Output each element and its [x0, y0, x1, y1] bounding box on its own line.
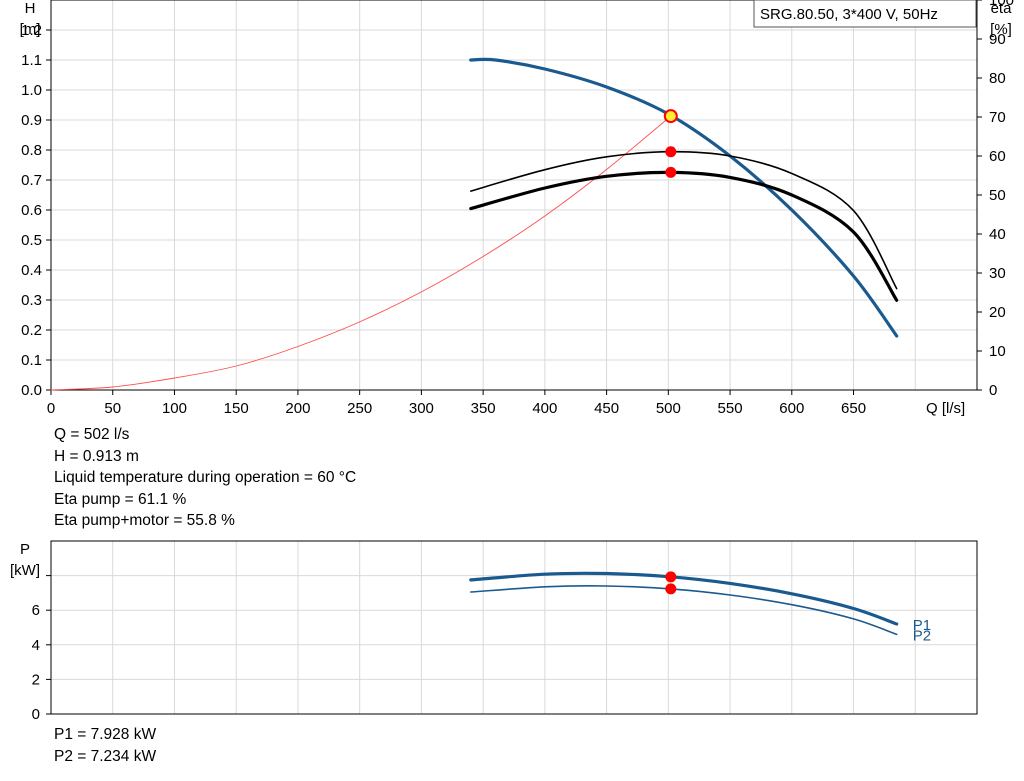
readout-p1: P1 = 7.928 kW [54, 726, 157, 743]
y-tick-label: 0.1 [21, 352, 42, 369]
x-tick-label: 550 [718, 400, 743, 417]
y2-tick-label: 0 [989, 382, 997, 399]
power-readout: P1 = 7.928 kW P2 = 7.234 kW [54, 724, 156, 767]
y2-tick-label: 50 [989, 187, 1006, 204]
power-chart-grid [50, 540, 978, 715]
y-tick-label: 0.3 [21, 292, 42, 309]
power-tick-label: 6 [32, 602, 40, 619]
power-chart-frame [50, 540, 978, 715]
y-tick-label: 0.2 [21, 322, 42, 339]
head-chart-series [50, 57, 899, 391]
operating-point-eta [665, 166, 677, 178]
power-chart-points [665, 571, 677, 595]
series-label-p2: P2 [913, 627, 931, 644]
readout-temperature: Liquid temperature during operation = 60… [54, 469, 357, 486]
series-eta-thin-line [470, 150, 898, 290]
readout-flow: Q = 502 l/s [54, 426, 130, 443]
y2-tick-label: 100 [989, 0, 1014, 9]
x-tick-label: 500 [656, 400, 681, 417]
y-tick-label: 0.6 [21, 202, 42, 219]
power-axis-unit-kw: [kW] [10, 562, 40, 579]
x-tick-label: 600 [779, 400, 804, 417]
y2-tick-label: 40 [989, 226, 1006, 243]
power-axis-label-p: P [20, 541, 30, 558]
y2-axis-unit-percent: [%] [990, 21, 1012, 38]
y-tick-label: 0.8 [21, 142, 42, 159]
x-axis-ticks: 0 50 100 150 200 250 300 350 400 450 500 550 600 650 [47, 390, 866, 417]
operating-readout: Q = 502 l/s H = 0.913 m Liquid temperatu… [54, 424, 356, 532]
y-axis-ticks-power: 0 2 4 6 [32, 575, 51, 723]
y2-tick-label: 10 [989, 343, 1006, 360]
operating-point-eta [665, 146, 677, 158]
operating-point-power [665, 571, 677, 583]
x-tick-label: 0 [47, 400, 55, 417]
y-axis-ticks-eta: 0 10 20 30 40 50 60 70 80 90 100 [977, 0, 1014, 399]
y-axis-label-h: H [25, 0, 36, 17]
x-tick-label: 350 [471, 400, 496, 417]
x-tick-label: 250 [347, 400, 372, 417]
y-axis-ticks-head: 0.0 0.1 0.2 0.3 0.4 0.5 0.6 0.7 0.8 0.9 1.0 1.1 1.2 [21, 22, 51, 399]
x-axis-label: Q [l/s] [926, 400, 965, 417]
operating-point-power [665, 583, 677, 595]
y-tick-label: 0.7 [21, 172, 42, 189]
x-tick-label: 200 [285, 400, 310, 417]
y-tick-label: 0.5 [21, 232, 42, 249]
y-axis-unit-m: [m] [20, 21, 41, 38]
x-tick-label: 100 [162, 400, 187, 417]
y2-tick-label: 80 [989, 70, 1006, 87]
y-tick-label: 1.1 [21, 52, 42, 69]
head-chart-points [663, 109, 678, 178]
y2-tick-label: 30 [989, 265, 1006, 282]
operating-point-head [663, 109, 678, 124]
model-badge: SRG.80.50, 3*400 V, 50Hz [753, 0, 977, 28]
x-tick-label: 650 [841, 400, 866, 417]
power-tick-label: 0 [32, 706, 40, 723]
power-chart-series [469, 571, 899, 636]
series-eta-thick-line [469, 170, 899, 302]
series-head-line [469, 57, 899, 338]
readout-p2: P2 = 7.234 kW [54, 747, 157, 765]
x-tick-label: 50 [104, 400, 121, 417]
x-tick-label: 150 [224, 400, 249, 417]
y-tick-label: 1.0 [21, 82, 42, 99]
readout-eta-total: Eta pump+motor = 55.8 % [54, 512, 235, 529]
y-tick-label: 1.2 [21, 22, 42, 39]
y2-tick-label: 90 [989, 31, 1006, 48]
readout-eta-pump: Eta pump = 61.1 % [54, 490, 187, 508]
y2-tick-label: 60 [989, 148, 1006, 165]
x-tick-label: 450 [594, 400, 619, 417]
readout-head: H = 0.913 m [54, 447, 139, 465]
y2-axis-label-eta: eta [991, 0, 1013, 17]
y2-tick-label: 20 [989, 304, 1006, 321]
y2-tick-label: 70 [989, 109, 1006, 126]
y-tick-label: 0.4 [21, 262, 42, 279]
y-tick-label: 0.9 [21, 112, 42, 129]
series-system-line [50, 115, 672, 391]
series-p2-line [470, 585, 898, 636]
series-label-p1: P1 [913, 617, 931, 634]
x-tick-label: 400 [532, 400, 557, 417]
model-badge-text: SRG.80.50, 3*400 V, 50Hz [760, 6, 938, 23]
series-p1-line [469, 571, 899, 626]
y-tick-label: 0.0 [21, 382, 42, 399]
power-tick-label: 2 [32, 671, 40, 688]
power-tick-label: 4 [32, 637, 40, 654]
x-tick-label: 300 [409, 400, 434, 417]
